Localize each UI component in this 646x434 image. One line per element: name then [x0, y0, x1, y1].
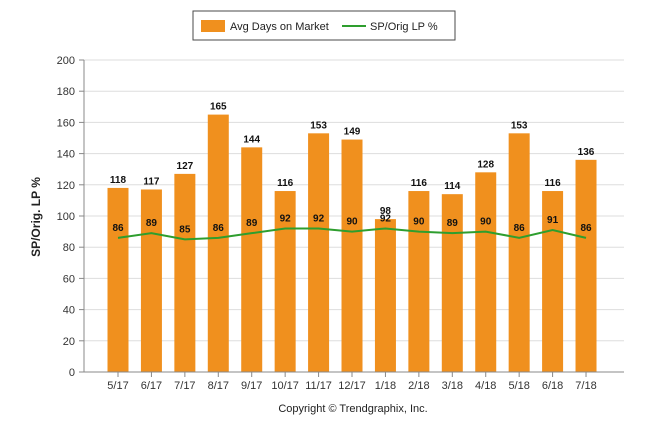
line-value-label: 89 [146, 218, 158, 229]
y-tick-label: 120 [57, 180, 75, 192]
bar-value-label: 128 [477, 159, 494, 170]
y-axis-title: SP/Orig. LP % [29, 177, 43, 257]
line-value-label: 90 [413, 217, 425, 228]
bar [441, 194, 463, 372]
x-tick-label: 2/18 [408, 380, 429, 392]
x-tick-label: 3/18 [442, 380, 463, 392]
line-value-label: 86 [112, 223, 124, 234]
line-value-label: 90 [480, 217, 492, 228]
x-tick-label: 6/18 [542, 380, 563, 392]
x-tick-label: 5/18 [508, 380, 529, 392]
bar-value-label: 149 [344, 127, 361, 138]
y-tick-label: 0 [69, 367, 75, 379]
bar [107, 187, 129, 372]
bar [542, 191, 564, 372]
bar-value-label: 165 [210, 102, 227, 113]
line-value-label: 86 [580, 223, 592, 234]
x-tick-label: 8/17 [208, 380, 229, 392]
line-value-label: 86 [213, 223, 225, 234]
bar [374, 219, 396, 372]
x-tick-label: 1/18 [375, 380, 396, 392]
y-tick-label: 20 [63, 336, 75, 348]
x-tick-label: 5/17 [107, 380, 128, 392]
bar [508, 133, 530, 372]
bar-value-label: 116 [545, 178, 562, 189]
bar [174, 173, 196, 372]
bar [274, 191, 296, 372]
bar-value-label: 144 [243, 134, 260, 145]
x-axis: 5/17 6/17 7/17 8/17 9/17 10/17 11/17 12/17 1/18 2… [84, 371, 624, 392]
y-tick-label: 160 [57, 117, 75, 129]
x-tick-label: 12/17 [338, 380, 366, 392]
legend-label-line: SP/Orig LP % [370, 21, 438, 33]
line-series: 86 89 85 86 89 92 92 90 92 90 89 90 86 91 86 [112, 213, 592, 241]
bar [408, 191, 430, 372]
y-tick-label: 80 [63, 242, 75, 254]
y-tick-label: 180 [57, 86, 75, 98]
y-axis: 0 20 40 60 80 100 120 140 160 180 200 [57, 55, 85, 379]
x-tick-label: 7/17 [174, 380, 195, 392]
line-value-label: 89 [447, 218, 459, 229]
x-tick-label: 6/17 [141, 380, 162, 392]
line-value-label: 92 [380, 213, 392, 224]
bar [308, 133, 330, 372]
y-tick-label: 100 [57, 211, 75, 223]
bar [140, 189, 162, 372]
bar-value-label: 114 [444, 181, 461, 192]
line-value-label: 90 [346, 217, 358, 228]
legend-box [192, 10, 456, 41]
legend-label-bars: Avg Days on Market [230, 21, 329, 33]
bar-value-label: 116 [277, 178, 294, 189]
bar [207, 114, 229, 372]
line-path [117, 227, 587, 241]
bar [341, 139, 363, 372]
copyright-footer: Copyright © Trendgraphix, Inc. [278, 403, 427, 415]
bar-value-label: 127 [177, 161, 194, 172]
line-value-label: 91 [547, 215, 559, 226]
line-value-label: 85 [179, 224, 191, 235]
line-value-label: 92 [313, 213, 325, 224]
bar-value-label: 118 [110, 175, 127, 186]
y-tick-label: 60 [63, 273, 75, 285]
bar [475, 172, 497, 372]
legend: Avg Days on Market SP/Orig LP % [192, 10, 456, 41]
line-value-label: 86 [514, 223, 526, 234]
bar-value-label: 153 [310, 120, 327, 131]
x-tick-label: 11/17 [305, 380, 332, 392]
line-value-label: 89 [246, 218, 258, 229]
bar [241, 147, 263, 372]
y-tick-label: 40 [63, 305, 75, 317]
bar [575, 159, 597, 372]
bar-value-label: 98 [380, 206, 392, 217]
x-tick-label: 7/18 [575, 380, 596, 392]
x-tick-label: 9/17 [241, 380, 262, 392]
legend-bar-swatch [201, 20, 225, 32]
y-tick-label: 140 [57, 149, 75, 161]
bar-value-label: 136 [578, 147, 595, 158]
bar-value-label: 116 [411, 178, 428, 189]
bar-value-label: 153 [511, 120, 528, 131]
x-tick-label: 10/17 [271, 380, 299, 392]
x-tick-label: 4/18 [475, 380, 496, 392]
y-tick-label: 200 [57, 55, 75, 67]
bar-value-label: 117 [143, 176, 160, 187]
line-value-label: 92 [280, 213, 292, 224]
